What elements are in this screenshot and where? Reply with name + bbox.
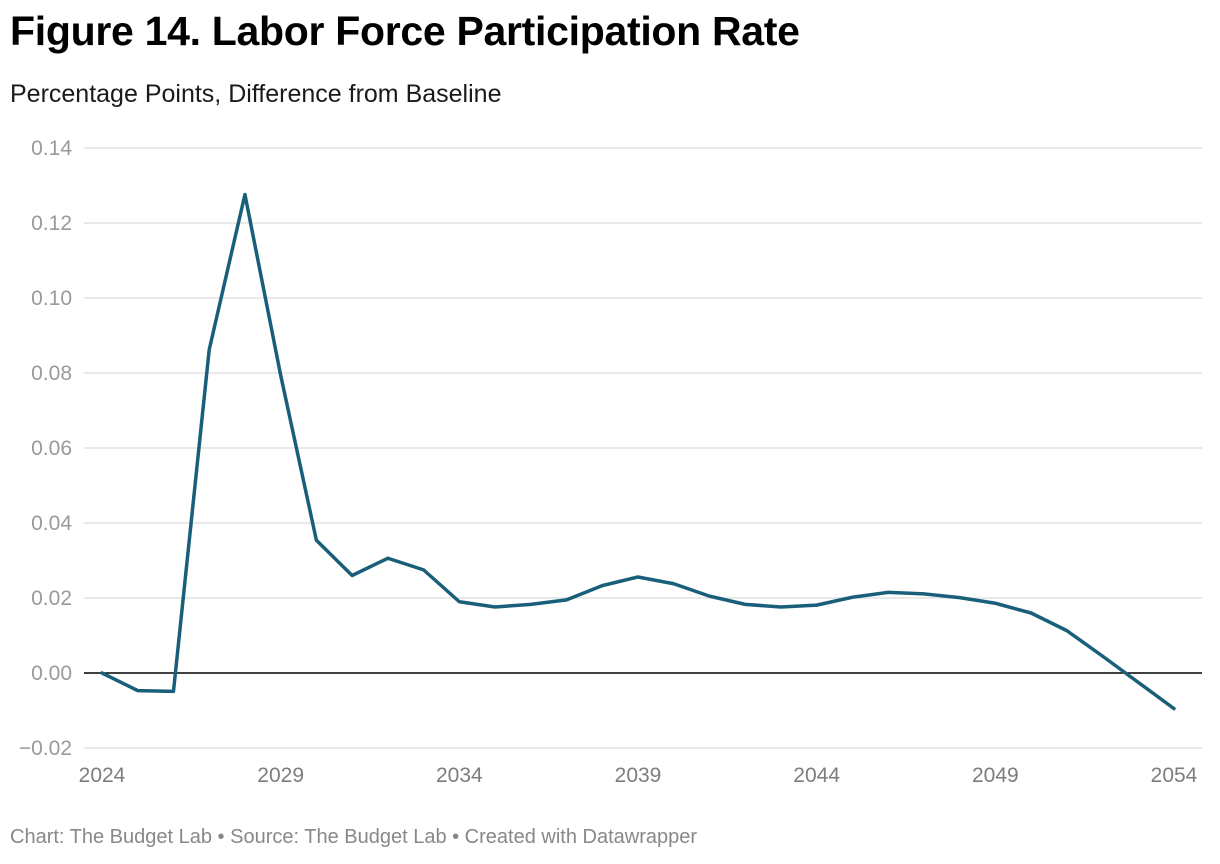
chart-subtitle: Percentage Points, Difference from Basel… xyxy=(10,80,502,108)
series-lines xyxy=(100,192,1176,711)
y-tick-label: 0.02 xyxy=(31,587,72,610)
line-chart: −0.02 0.00 0.02 0.04 0.06 0.08 0.10 0.12 0.14 20… xyxy=(19,137,1202,787)
x-axis-labels: 2024 2029 2034 2039 2044 2049 2054 xyxy=(79,764,1198,787)
series-line xyxy=(100,192,1176,711)
y-tick-label: 0.14 xyxy=(31,137,72,160)
chart-footer: Chart: The Budget Lab • Source: The Budg… xyxy=(10,826,698,848)
gridlines xyxy=(84,147,1202,749)
y-tick-label: −0.02 xyxy=(19,737,72,760)
y-tick-label: 0.06 xyxy=(31,437,72,460)
y-tick-label: 0.00 xyxy=(31,662,72,685)
x-tick-label: 2039 xyxy=(615,764,662,787)
x-tick-label: 2029 xyxy=(257,764,304,787)
y-tick-label: 0.10 xyxy=(31,287,72,310)
x-tick-label: 2049 xyxy=(972,764,1019,787)
y-tick-label: 0.04 xyxy=(31,512,72,535)
x-tick-label: 2054 xyxy=(1151,764,1198,787)
y-tick-label: 0.12 xyxy=(31,212,72,235)
x-tick-label: 2044 xyxy=(793,764,840,787)
chart-title: Figure 14. Labor Force Participation Rat… xyxy=(10,8,800,54)
y-axis-labels: −0.02 0.00 0.02 0.04 0.06 0.08 0.10 0.12 0.14 xyxy=(19,137,72,760)
x-tick-label: 2034 xyxy=(436,764,483,787)
x-tick-label: 2024 xyxy=(79,764,126,787)
y-tick-label: 0.08 xyxy=(31,362,72,385)
